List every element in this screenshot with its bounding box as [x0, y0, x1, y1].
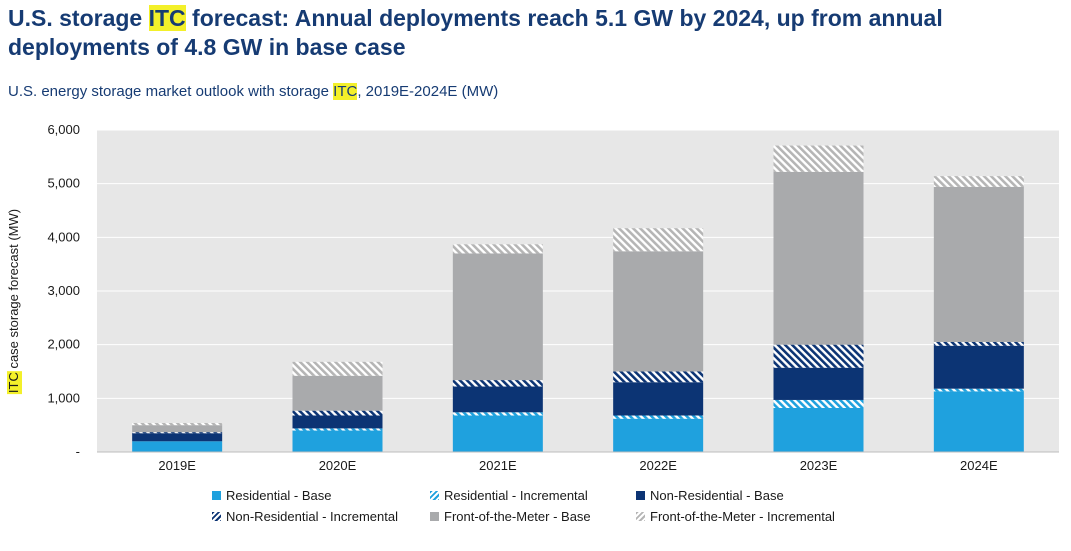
bar-segment-residential-incremental-2023e: [773, 399, 864, 408]
bar-segment-front-of-the-meter-incremental-2021e: [452, 244, 543, 254]
y-tick-label: 2,000: [47, 337, 80, 352]
x-tick-label: 2020E: [319, 458, 357, 473]
x-tick-label: 2019E: [158, 458, 196, 473]
bar-segment-residential-incremental-2020e: [292, 428, 383, 431]
y-tick-label: 5,000: [47, 176, 80, 191]
legend-swatch: [636, 512, 645, 521]
bar-segment-non-residential-incremental-2020e: [292, 410, 383, 416]
x-tick-label: 2023E: [800, 458, 838, 473]
bar-segment-front-of-the-meter-incremental-2022e: [613, 228, 704, 252]
legend-label: Residential - Incremental: [444, 488, 588, 503]
legend-item: Residential - Incremental: [430, 488, 588, 503]
bar-segment-non-residential-base-2023e: [773, 367, 864, 400]
y-tick-label: 4,000: [47, 229, 80, 244]
legend-label: Non-Residential - Base: [650, 488, 784, 503]
bar-segment-residential-base-2020e: [292, 430, 383, 452]
y-tick-label: -: [76, 444, 80, 459]
legend-item: Non-Residential - Base: [636, 488, 784, 503]
bar-segment-front-of-the-meter-incremental-2020e: [292, 361, 383, 376]
bar-segment-front-of-the-meter-base-2022e: [613, 251, 704, 372]
bar-segment-non-residential-incremental-2023e: [773, 344, 864, 368]
bar-segment-front-of-the-meter-base-2019e: [132, 425, 223, 433]
bar-segment-front-of-the-meter-incremental-2019e: [132, 423, 223, 426]
legend-swatch: [430, 512, 439, 521]
bar-segment-front-of-the-meter-incremental-2024e: [933, 176, 1024, 187]
plot-area: [97, 129, 1059, 452]
bar-segment-residential-incremental-2021e: [452, 412, 543, 416]
bar-segment-residential-incremental-2022e: [613, 415, 704, 419]
y-tick-label: 6,000: [47, 122, 80, 137]
legend-item: Front-of-the-Meter - Incremental: [636, 509, 835, 524]
y-tick-label: 1,000: [47, 390, 80, 405]
chart-legend: Residential - Base Residential - Incremen…: [212, 488, 1052, 532]
bar-segment-residential-base-2022e: [613, 418, 704, 452]
bar-segment-non-residential-base-2019e: [132, 433, 223, 442]
bar-segment-non-residential-base-2021e: [452, 386, 543, 413]
y-axis-title-rest: case storage forecast (MW): [6, 209, 21, 372]
title-highlight: ITC: [148, 5, 186, 31]
y-axis-title-highlight-box: [7, 371, 22, 395]
bar-segment-non-residential-incremental-2019e: [132, 432, 223, 434]
bar-segment-front-of-the-meter-base-2023e: [773, 171, 864, 345]
bar-segment-front-of-the-meter-base-2021e: [452, 253, 543, 381]
bar-segment-non-residential-incremental-2022e: [613, 371, 704, 383]
legend-swatch: [430, 491, 439, 500]
x-tick-label: 2024E: [960, 458, 998, 473]
y-axis-title-highlight: ITC: [6, 372, 21, 393]
bar-segment-non-residential-incremental-2024e: [933, 341, 1024, 346]
bar-segment-non-residential-base-2024e: [933, 345, 1024, 389]
bar-segment-front-of-the-meter-base-2020e: [292, 375, 383, 411]
bar-segment-residential-base-2019e: [132, 441, 223, 452]
bar-segment-front-of-the-meter-base-2024e: [933, 186, 1024, 342]
bar-segment-front-of-the-meter-incremental-2023e: [773, 145, 864, 172]
bar-segment-non-residential-base-2020e: [292, 415, 383, 429]
bars-group: [132, 145, 1024, 452]
legend-item: Front-of-the-Meter - Base: [430, 509, 591, 524]
bar-segment-residential-incremental-2024e: [933, 388, 1024, 392]
bar-segment-residential-base-2023e: [773, 407, 864, 452]
legend-label: Residential - Base: [226, 488, 332, 503]
x-tick-label: 2021E: [479, 458, 517, 473]
chart-subtitle: U.S. energy storage market outlook with …: [8, 83, 499, 100]
x-tick-label: 2022E: [639, 458, 677, 473]
legend-swatch: [212, 512, 221, 521]
legend-item: Residential - Base: [212, 488, 332, 503]
chart-title: U.S. storage ITC forecast: Annual deploy…: [8, 5, 943, 60]
legend-label: Non-Residential - Incremental: [226, 509, 398, 524]
legend-label: Front-of-the-Meter - Incremental: [650, 509, 835, 524]
legend-swatch: [212, 491, 221, 500]
y-tick-label: 3,000: [47, 283, 80, 298]
bar-segment-non-residential-incremental-2021e: [452, 380, 543, 387]
legend-swatch: [636, 491, 645, 500]
legend-item: Non-Residential - Incremental: [212, 509, 398, 524]
y-axis-title: ITC case storage forecast (MW): [6, 209, 21, 393]
bar-segment-residential-base-2021e: [452, 415, 543, 452]
axes-group: - 1,000 2,000 3,000 4,000 5,000 6,000 ITC case …: [6, 122, 1059, 473]
legend-label: Front-of-the-Meter - Base: [444, 509, 591, 524]
bar-segment-residential-base-2024e: [933, 391, 1024, 452]
bar-segment-non-residential-base-2022e: [613, 382, 704, 416]
subtitle-highlight: ITC: [333, 83, 358, 100]
